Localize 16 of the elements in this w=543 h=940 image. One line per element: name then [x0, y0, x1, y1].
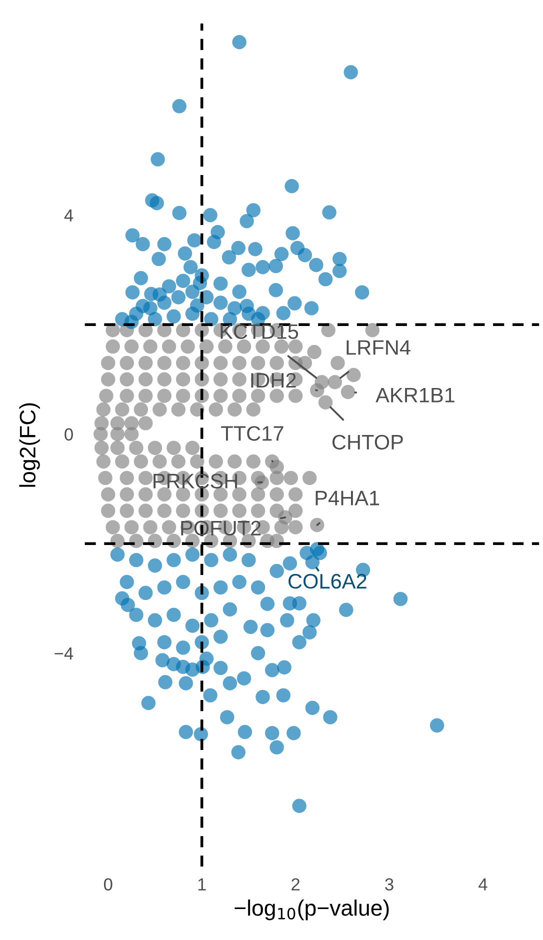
annotation: COL6A2 [288, 574, 366, 589]
x-axis-title: −log$_{10}$(p−value) [234, 900, 389, 920]
x-tick-label: 4 [478, 878, 488, 890]
annotation: AKR1B1 [376, 388, 454, 402]
annotation: P4HA1 [316, 490, 380, 506]
annotation: TTC17 [221, 426, 284, 441]
x-tick-label: 1 [198, 878, 206, 890]
annotation: LRFN4 [346, 340, 410, 355]
x-tick-label: 0 [104, 878, 112, 891]
y-tick-label: 4 [64, 209, 74, 222]
x-tick-label: 2 [292, 878, 300, 890]
y-tick-label: 0 [64, 428, 73, 441]
y-axis-title: log2(FC) [19, 403, 40, 487]
x-tick-label: 3 [385, 878, 394, 891]
y-tick-label: −4 [54, 647, 74, 660]
annotation: CHTOP [332, 434, 403, 450]
